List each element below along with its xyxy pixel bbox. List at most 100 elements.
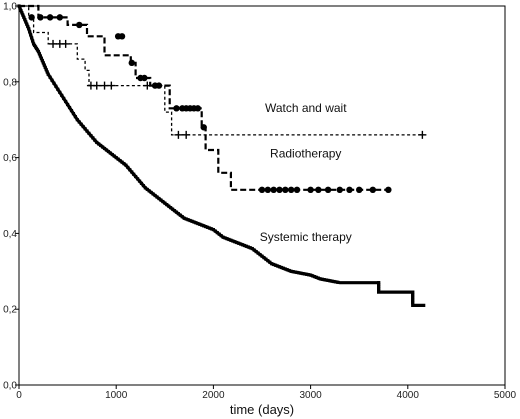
event-step-mark (182, 216, 186, 220)
event-step-mark (178, 213, 182, 217)
event-step-mark (202, 224, 206, 228)
event-step-mark (46, 72, 50, 76)
event-step-mark (326, 278, 330, 282)
censor-mark-dot (276, 186, 283, 194)
censor-mark-dot (128, 59, 135, 67)
event-step-mark (272, 262, 276, 267)
event-step-mark (104, 148, 109, 152)
event-step-mark (174, 210, 179, 214)
event-step-mark (301, 271, 305, 276)
event-step-mark (71, 112, 76, 116)
event-step-mark (122, 162, 126, 166)
event-step-mark (56, 87, 60, 91)
event-step-mark (184, 217, 188, 221)
event-step-mark (320, 277, 324, 281)
event-step-mark (200, 223, 204, 227)
series-line (19, 4, 394, 191)
y-tick-label: 0,0 (3, 381, 17, 392)
event-step-mark (67, 105, 72, 110)
series-annotation: Watch and wait (265, 101, 347, 115)
censor-mark-dot (76, 21, 83, 29)
event-step-mark (108, 151, 112, 155)
event-step-mark (411, 290, 415, 294)
censor-mark-dot (28, 14, 35, 21)
event-step-mark (258, 253, 262, 257)
event-step-mark (169, 206, 173, 210)
event-step-mark (285, 268, 289, 272)
event-step-mark (157, 196, 161, 201)
censor-mark-dot (46, 14, 54, 21)
censor-mark-dot (173, 105, 180, 112)
event-step-mark (264, 257, 268, 261)
event-step-mark (28, 30, 32, 34)
y-tick-label: 0,6 (3, 153, 17, 164)
event-step-mark (217, 232, 221, 236)
event-step-mark (75, 118, 79, 122)
event-step-mark (132, 172, 136, 176)
event-step-mark (377, 286, 381, 290)
event-step-mark (297, 271, 301, 275)
event-step-mark (79, 122, 83, 126)
event-step-mark (118, 159, 122, 163)
event-step-mark (153, 193, 157, 198)
censor-mark-dot (56, 14, 64, 21)
x-tick-label: 5000 (494, 390, 517, 401)
event-step-mark (332, 279, 336, 284)
event-step-mark (37, 52, 42, 56)
event-step-mark (281, 266, 285, 270)
event-step-mark (83, 127, 87, 131)
event-step-mark (180, 215, 184, 219)
series-layer (17, 4, 427, 307)
event-step-mark (38, 54, 42, 58)
event-step-mark (41, 61, 45, 65)
event-step-mark (196, 221, 200, 226)
event-step-mark (170, 207, 175, 211)
censor-mark-dot (118, 33, 126, 40)
event-step-mark (318, 277, 322, 281)
event-step-mark (85, 129, 89, 133)
censor-mark-dot (324, 186, 332, 194)
event-step-mark (114, 156, 118, 160)
event-step-mark (377, 284, 381, 289)
event-step-mark (314, 275, 319, 279)
event-step-mark (39, 56, 43, 60)
event-step-mark (246, 245, 250, 249)
x-tick-label: 0 (16, 390, 22, 401)
event-step-mark (17, 4, 21, 8)
event-step-mark (274, 263, 278, 267)
event-step-mark (213, 229, 217, 233)
event-step-mark (93, 138, 97, 142)
censor-mark-dot (315, 186, 322, 194)
event-step-mark (287, 268, 291, 273)
event-step-mark (221, 235, 225, 239)
series-radiotherapy (19, 4, 394, 194)
event-step-mark (231, 239, 235, 243)
event-step-mark (77, 120, 81, 124)
x-tick-label: 1000 (105, 390, 128, 401)
event-step-mark (23, 18, 27, 22)
series-line (17, 5, 426, 307)
event-step-mark (100, 145, 105, 149)
event-step-mark (275, 264, 280, 268)
event-step-mark (277, 265, 282, 269)
event-step-mark (289, 269, 293, 273)
event-step-mark (163, 201, 167, 205)
censor-mark-dot (385, 186, 392, 194)
event-step-mark (19, 8, 23, 13)
event-step-mark (43, 65, 47, 69)
censor-mark-plus (418, 130, 427, 139)
event-step-mark (147, 189, 151, 193)
y-tick-label: 0,2 (3, 305, 17, 316)
event-step-mark (240, 243, 245, 247)
event-step-mark (188, 218, 192, 223)
event-step-mark (167, 204, 171, 208)
event-step-mark (322, 278, 326, 282)
event-step-mark (106, 149, 111, 154)
event-step-mark (58, 90, 62, 95)
event-step-mark (209, 227, 214, 231)
y-tick-label: 1,0 (3, 2, 17, 13)
series-annotation: Systemic therapy (260, 230, 352, 244)
axes: 0,0 0,2 0,4 0,6 0,8 1,0 0 1000 2000 3000 4000 5000 (3, 2, 516, 402)
censor-mark-plus (174, 130, 183, 139)
